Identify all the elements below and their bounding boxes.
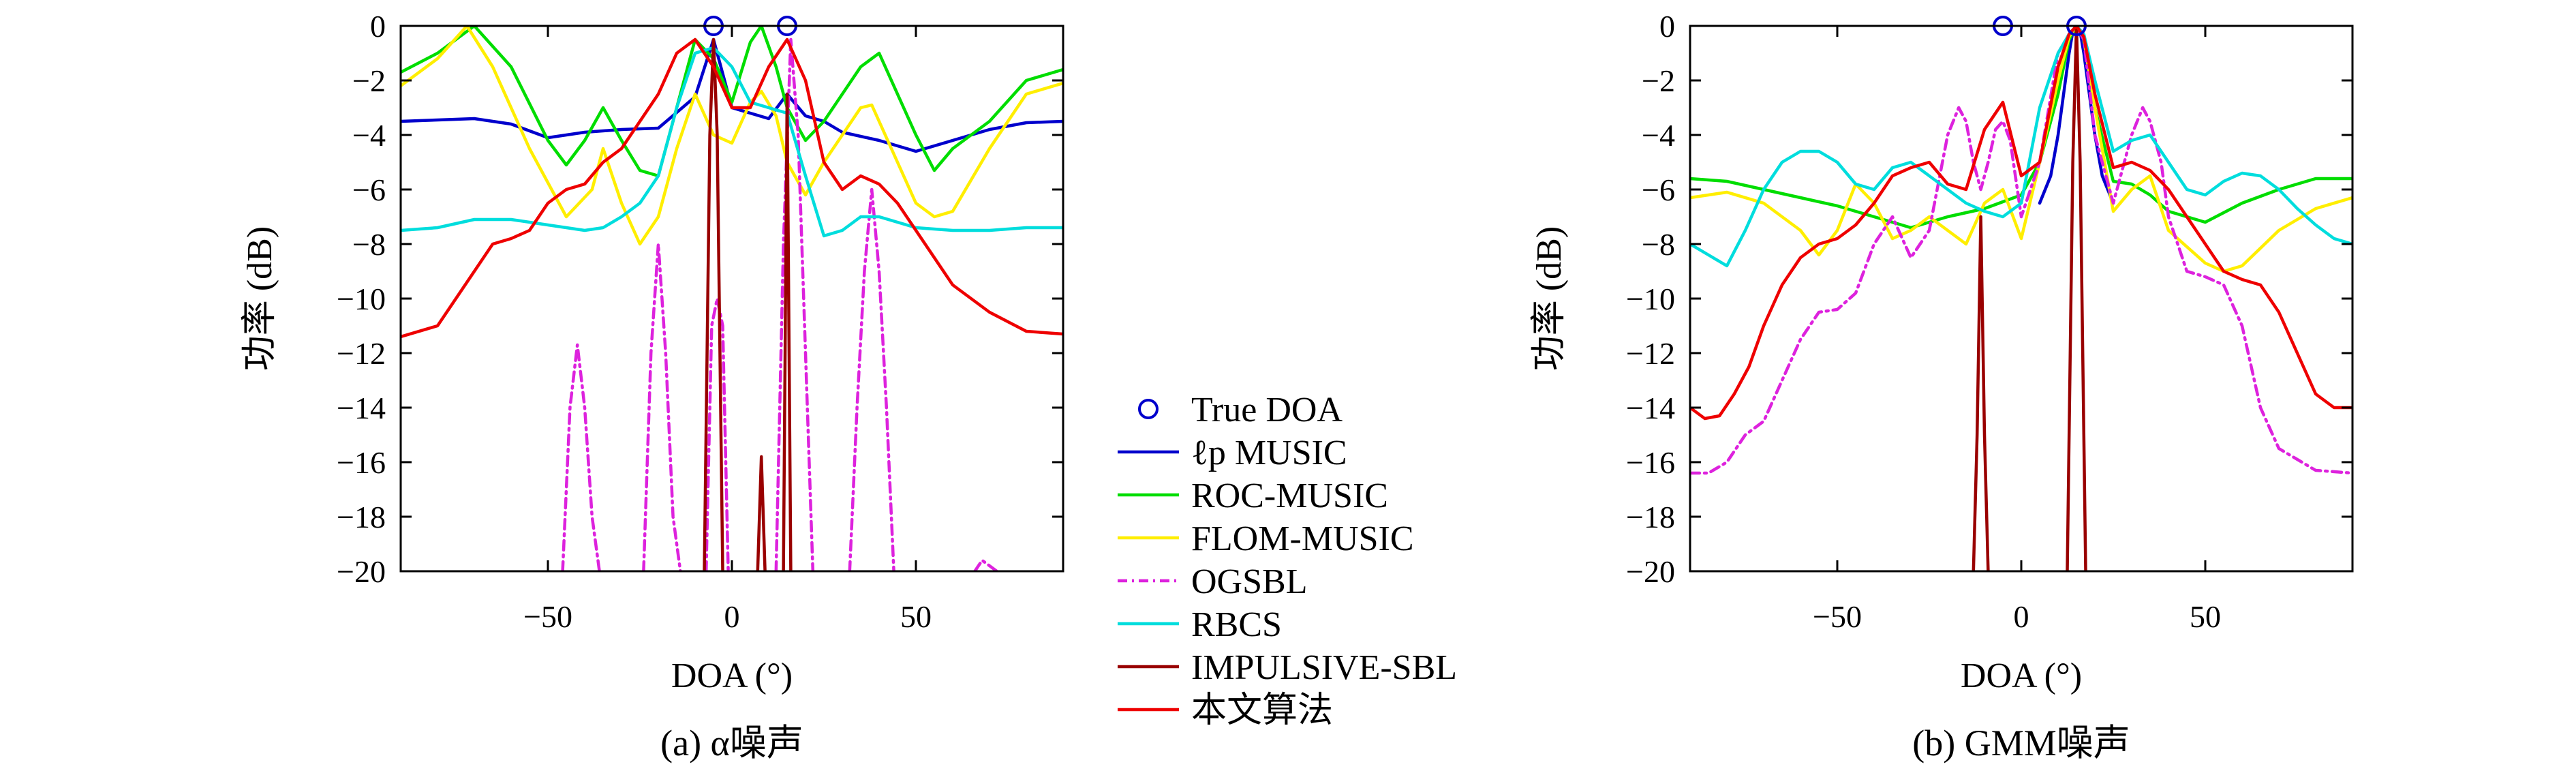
legend-label: ℓp MUSIC [1191,434,1347,472]
y-tick-label: −18 [337,500,386,534]
series-line-b-2 [1690,26,2352,273]
y-tick-label: −8 [352,227,386,262]
y-tick-label: −18 [1626,500,1675,534]
series-line-b-6 [1690,26,2352,421]
y-tick-label: 0 [1659,9,1675,44]
y-axis-label: 功率 (dB) [241,226,279,371]
x-tick-label: 50 [2190,599,2221,634]
y-tick-label: −14 [337,391,386,425]
x-tick-label: −50 [523,599,572,634]
plot-area-a [401,26,1063,571]
y-tick-label: −10 [337,282,386,316]
y-tick-label: −20 [337,554,386,589]
panel-caption: (a) α噪声 [660,723,803,763]
x-tick-label: −50 [1813,599,1862,634]
legend-label: RBCS [1191,605,1282,644]
x-tick-label: 0 [724,599,740,634]
series-line-a-6 [401,37,1063,339]
plot-frame-b [1689,25,2354,573]
legend-label: True DOA [1191,391,1343,429]
x-tick-label: 0 [2014,599,2029,634]
y-tick-label: −4 [1642,118,1675,153]
y-axis-label: 功率 (dB) [1530,226,1569,371]
legend-label: FLOM-MUSIC [1191,519,1414,558]
y-tick-label: −12 [337,336,386,371]
legend-label: ROC-MUSIC [1191,476,1388,515]
panel-b-gmm-noise: 0 −2 −4 −6 −8 −10 −12 −14 −16 −18 −20 −50 0 50 DOA (°)… [1530,9,2354,763]
panel-a-alpha-noise: 0 −2 −4 −6 −8 −10 −12 −14 −16 −18 −20 −50 0 50 DOA (°)… [241,9,1064,763]
legend: True DOA ℓp MUSIC ROC-MUSIC FLOM-MUSIC OGSBL… [1118,391,1457,730]
y-tick-label: −4 [352,118,386,153]
y-tick-label: −8 [1642,227,1675,262]
series-line-b-4 [1690,26,2352,268]
y-tick-label: −14 [1626,391,1675,425]
y-tick-label: −12 [1626,336,1675,371]
y-tick-label: −6 [352,172,386,207]
x-axis-label: DOA (°) [671,656,793,695]
series-line-a-1 [401,26,1063,178]
legend-label: IMPULSIVE-SBL [1191,648,1457,687]
y-tick-label: −2 [352,63,386,98]
series-line-a-5 [703,37,793,571]
series-line-a-0 [401,37,1063,153]
series-line-a-4 [401,46,1063,238]
series-line-a-2 [401,26,1063,246]
y-tick-label: 0 [370,9,386,44]
legend-marker-true-doa [1138,399,1159,419]
y-tick-label: −6 [1642,172,1675,207]
series-line-a-3 [561,37,999,571]
x-tick-label: 50 [900,599,932,634]
panel-caption: (b) GMM噪声 [1912,723,2130,763]
y-tick-label: −20 [1626,554,1675,589]
series-line-b-5 [1972,26,2087,571]
x-axis-label: DOA (°) [1961,656,2082,695]
legend-label: 本文算法 [1191,691,1333,730]
y-tick-label: −10 [1626,282,1675,316]
y-tick-label: −16 [1626,445,1675,480]
y-tick-label: −16 [337,445,386,480]
series-line-b-3 [1690,26,2352,475]
y-tick-label: −2 [1642,63,1675,98]
plot-area-b [1690,26,2352,571]
legend-label: OGSBL [1191,562,1307,601]
